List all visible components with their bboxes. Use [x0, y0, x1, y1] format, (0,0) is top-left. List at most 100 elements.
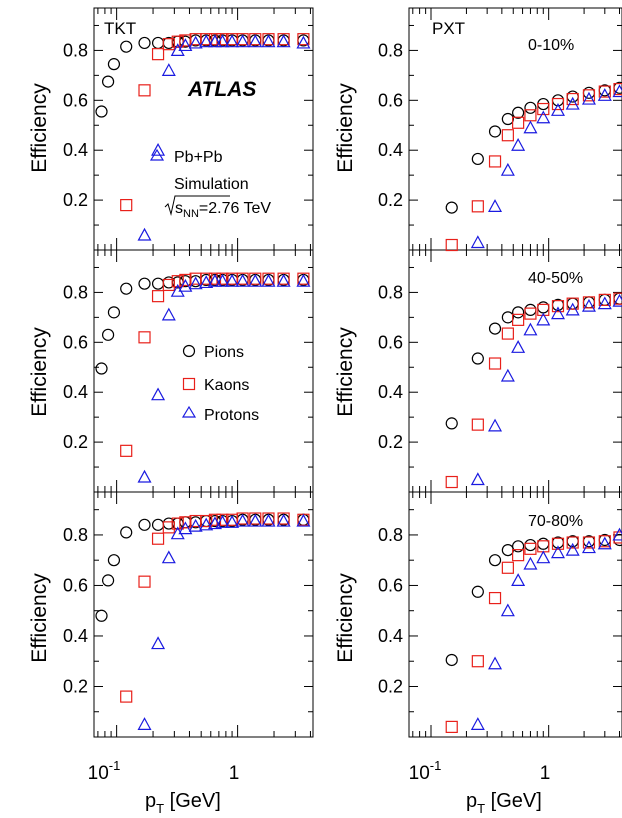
protons-point — [161, 307, 176, 321]
kaons-point — [277, 512, 290, 525]
protons-point — [612, 527, 622, 541]
energy-label: sNN=2.76 TeV — [164, 195, 271, 220]
kaons-point — [537, 303, 550, 316]
protons-point — [151, 636, 166, 650]
kaons-point — [501, 129, 514, 142]
panel-tkt-70-80: 0.2 0.4 0.6 0.8 — [63, 491, 314, 738]
y-axis-label: Efficiency — [334, 83, 357, 173]
kaons-point — [471, 418, 484, 431]
x-axis-titles: pT [GeV] pT [GeV] — [145, 790, 542, 816]
kaons-point — [613, 82, 622, 96]
pions-point — [445, 417, 458, 430]
y-tick-label: 0.4 — [63, 382, 88, 402]
kaons-point — [551, 300, 565, 313]
protons-point — [199, 517, 214, 531]
y-tick-label: 0.2 — [63, 190, 88, 210]
kaons-point — [512, 116, 525, 129]
kaons-point — [179, 516, 192, 529]
series-protons — [137, 513, 311, 730]
pions-point — [488, 125, 502, 138]
protons-point — [523, 120, 538, 134]
y-tick-label: 0.6 — [63, 575, 88, 595]
kaons-point — [566, 536, 579, 549]
protons-point — [235, 34, 250, 48]
kaons-point — [162, 38, 175, 51]
series-pions — [95, 273, 310, 375]
protons-point — [248, 34, 263, 48]
atlas-label: ATLAS — [187, 78, 256, 101]
protons-point — [151, 387, 166, 401]
pions-point — [501, 311, 514, 324]
series-protons — [470, 527, 622, 730]
y-tick-label: 0.4 — [378, 140, 403, 160]
kaons-point — [488, 591, 502, 605]
y-tick-label: 0.8 — [63, 282, 88, 302]
series-kaons — [120, 512, 310, 703]
x-tick-label-1: 1 — [229, 763, 240, 784]
kaons-point — [249, 33, 262, 46]
kaons-point — [582, 296, 596, 309]
protons-point — [470, 235, 485, 249]
tracking-label-tkt: TKT — [104, 19, 136, 38]
protons-point — [215, 273, 230, 287]
data-markers — [95, 33, 622, 733]
protons-point — [612, 84, 622, 98]
pions-point — [107, 306, 121, 319]
y-tick-label: 0.6 — [63, 90, 88, 110]
legend-system: Pb+Pb — [174, 149, 223, 166]
kaons-point — [582, 536, 596, 549]
protons-point — [500, 162, 515, 176]
protons-point — [276, 34, 291, 48]
pions-point — [138, 36, 151, 50]
protons-point — [161, 550, 176, 564]
kaons-point — [138, 84, 151, 97]
protons-point — [296, 273, 311, 287]
protons-point — [488, 418, 503, 432]
series-protons — [470, 84, 622, 249]
panel-pxt-70-80: 0.2 0.4 0.6 0.8 — [378, 491, 622, 738]
y-axis-labels: Efficiency Efficiency Efficiency Efficie… — [28, 83, 357, 663]
pions-point — [537, 301, 550, 314]
y-tick-label: 0.4 — [378, 626, 403, 646]
pions-point — [138, 277, 151, 290]
pions-point — [524, 303, 537, 316]
y-axis-label: Efficiency — [28, 327, 51, 417]
kaons-point — [551, 97, 565, 111]
protons-point — [597, 296, 612, 310]
protons-point — [137, 227, 152, 241]
y-tick-label: 0.8 — [378, 282, 403, 302]
protons-point — [500, 603, 515, 617]
kaons-point — [138, 331, 151, 344]
panel-pxt-0-10: 0.2 0.4 0.6 0.8 — [378, 7, 622, 251]
x-tick-label-1: 1 — [540, 763, 551, 784]
protons-point — [500, 368, 515, 382]
kaons-point — [471, 655, 484, 668]
kaons-point — [537, 540, 550, 553]
protons-point — [597, 88, 612, 101]
kaons-point — [277, 33, 290, 46]
protons-point — [488, 199, 503, 212]
protons-point — [276, 513, 291, 527]
kaons-point — [445, 720, 458, 733]
protons-point — [235, 513, 250, 527]
panel-frame — [408, 491, 622, 738]
protons-point — [225, 34, 240, 48]
protons-point — [511, 340, 526, 353]
pions-point — [524, 101, 537, 114]
legend-protons: Protons — [204, 407, 259, 424]
kaons-point — [120, 690, 133, 703]
pions-point — [151, 277, 165, 290]
kaons-point — [598, 293, 611, 306]
kaons-point — [501, 561, 514, 574]
protons-point — [225, 515, 240, 528]
protons-point — [296, 513, 311, 527]
y-tick-label: 0.2 — [63, 432, 88, 452]
kaons-point — [200, 514, 213, 528]
y-tick-label: 0.2 — [63, 676, 88, 696]
protons-point — [276, 273, 291, 287]
protons-point — [581, 91, 596, 105]
kaons-point — [120, 444, 133, 457]
series-protons — [137, 34, 311, 241]
pions-point — [95, 362, 108, 375]
kaons-point — [262, 512, 275, 525]
